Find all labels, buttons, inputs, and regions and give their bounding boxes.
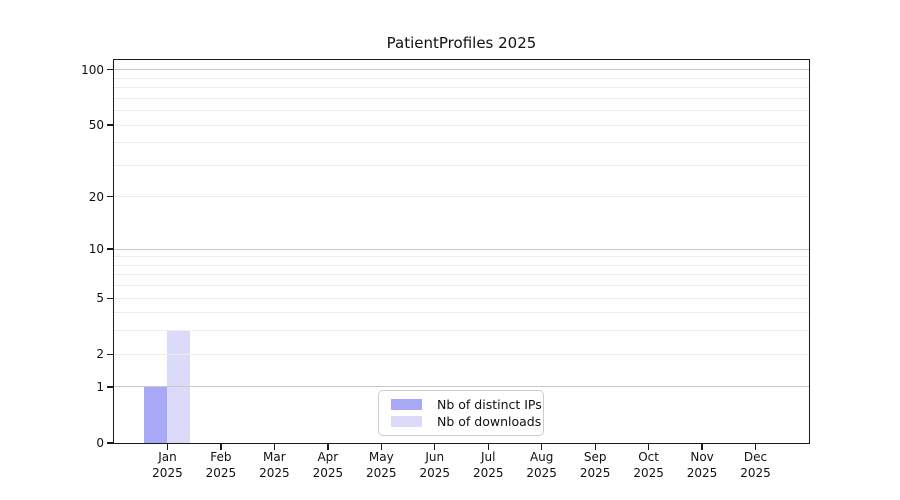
x-tick-year: 2025 (579, 465, 611, 480)
x-tick-label: Jun 2025 (400, 450, 470, 481)
x-tick-month: Oct (638, 450, 659, 464)
x-tick (434, 444, 436, 450)
gridline-minor (114, 256, 809, 258)
x-tick (701, 444, 703, 450)
x-tick-month: May (368, 450, 394, 464)
y-tick-label: 10 (88, 242, 104, 257)
x-tick-month: Mar (263, 450, 286, 464)
y-tick-label: 50 (88, 118, 104, 133)
gridline-minor (114, 285, 809, 287)
x-tick-label: Feb 2025 (186, 450, 256, 481)
legend-label-downloads: Nb of downloads (437, 414, 542, 429)
gridline-major (114, 386, 809, 388)
x-tick-month: Aug (529, 450, 554, 464)
x-tick-label: Apr 2025 (293, 450, 363, 481)
x-tick-label: Mar 2025 (239, 450, 309, 481)
x-tick-month: Dec (743, 450, 768, 464)
legend-swatch-downloads (391, 416, 422, 427)
gridline-minor (114, 312, 809, 314)
x-tick (380, 444, 382, 450)
x-tick-label: Aug 2025 (507, 450, 577, 481)
gridline-major (114, 248, 809, 250)
x-tick-label: May 2025 (346, 450, 416, 481)
x-tick-year: 2025 (205, 465, 237, 480)
x-tick-month: Nov (690, 450, 714, 464)
gridline-major (114, 69, 809, 71)
x-tick (754, 444, 757, 450)
gridline-minor (114, 142, 809, 144)
y-tick (107, 196, 114, 198)
gridline-minor (114, 264, 809, 266)
legend-item-downloads: Nb of downloads (391, 413, 543, 430)
y-tick-label: 1 (96, 379, 104, 394)
x-tick-month: Jul (480, 450, 496, 464)
x-tick-month: Jun (425, 450, 445, 464)
x-tick (487, 444, 489, 450)
gridline-minor (114, 330, 809, 332)
x-tick-label: Jul 2025 (453, 450, 523, 481)
bar-distinct-ips (144, 386, 168, 443)
gridline-minor (114, 87, 809, 89)
x-tick-year: 2025 (526, 465, 557, 480)
x-tick (166, 444, 169, 450)
gridline-minor (114, 297, 809, 299)
x-tick (220, 444, 222, 450)
x-tick-year: 2025 (259, 465, 290, 480)
x-tick (327, 444, 329, 450)
x-tick-year: 2025 (472, 465, 504, 480)
legend-swatch-distinct-ips (391, 399, 422, 410)
legend-label-distinct-ips: Nb of distinct IPs (437, 397, 542, 412)
gridline-minor (114, 97, 809, 99)
y-tick-label: 5 (96, 291, 104, 306)
x-tick-month: Jan (158, 450, 177, 464)
y-tick-label: 20 (88, 189, 104, 204)
x-tick-month: Feb (210, 450, 232, 464)
x-tick-label: Sep 2025 (560, 450, 630, 481)
x-tick-label: Nov 2025 (667, 450, 737, 481)
x-tick (648, 444, 650, 450)
x-tick-label: Dec 2025 (721, 450, 791, 481)
x-tick-month: Apr (317, 450, 339, 464)
y-tick (107, 353, 114, 355)
gridline-minor (114, 77, 809, 79)
gridline-minor (114, 124, 809, 126)
y-tick-label: 2 (96, 347, 104, 362)
x-tick-month: Sep (583, 450, 607, 464)
x-tick-year: 2025 (152, 465, 183, 480)
x-tick-label: Jan 2025 (132, 450, 202, 481)
gridline-minor (114, 353, 809, 355)
x-tick-year: 2025 (419, 465, 451, 480)
x-tick (541, 444, 543, 450)
gridline-minor (114, 164, 809, 166)
legend-item-distinct-ips: Nb of distinct IPs (391, 396, 543, 413)
gridline-minor (114, 274, 809, 276)
x-tick-year: 2025 (686, 465, 718, 480)
gridline-minor (114, 110, 809, 112)
y-tick (107, 69, 114, 71)
x-tick (273, 444, 276, 450)
x-tick-year: 2025 (366, 465, 397, 480)
plot-area (114, 60, 809, 443)
y-tick (107, 386, 114, 388)
x-tick-year: 2025 (312, 465, 344, 480)
y-tick (107, 124, 114, 126)
chart-title: PatientProfiles 2025 (386, 34, 537, 52)
y-tick (107, 442, 114, 444)
gridline-minor (114, 196, 809, 198)
y-tick (107, 297, 114, 299)
legend: Nb of distinct IPs Nb of downloads (378, 390, 544, 436)
x-tick-year: 2025 (633, 465, 664, 480)
x-tick-year: 2025 (740, 465, 771, 480)
y-tick (107, 248, 114, 250)
y-tick-label: 100 (81, 62, 104, 77)
x-tick-label: Oct 2025 (614, 450, 684, 481)
x-tick (594, 444, 596, 450)
y-tick-label: 0 (96, 436, 104, 450)
